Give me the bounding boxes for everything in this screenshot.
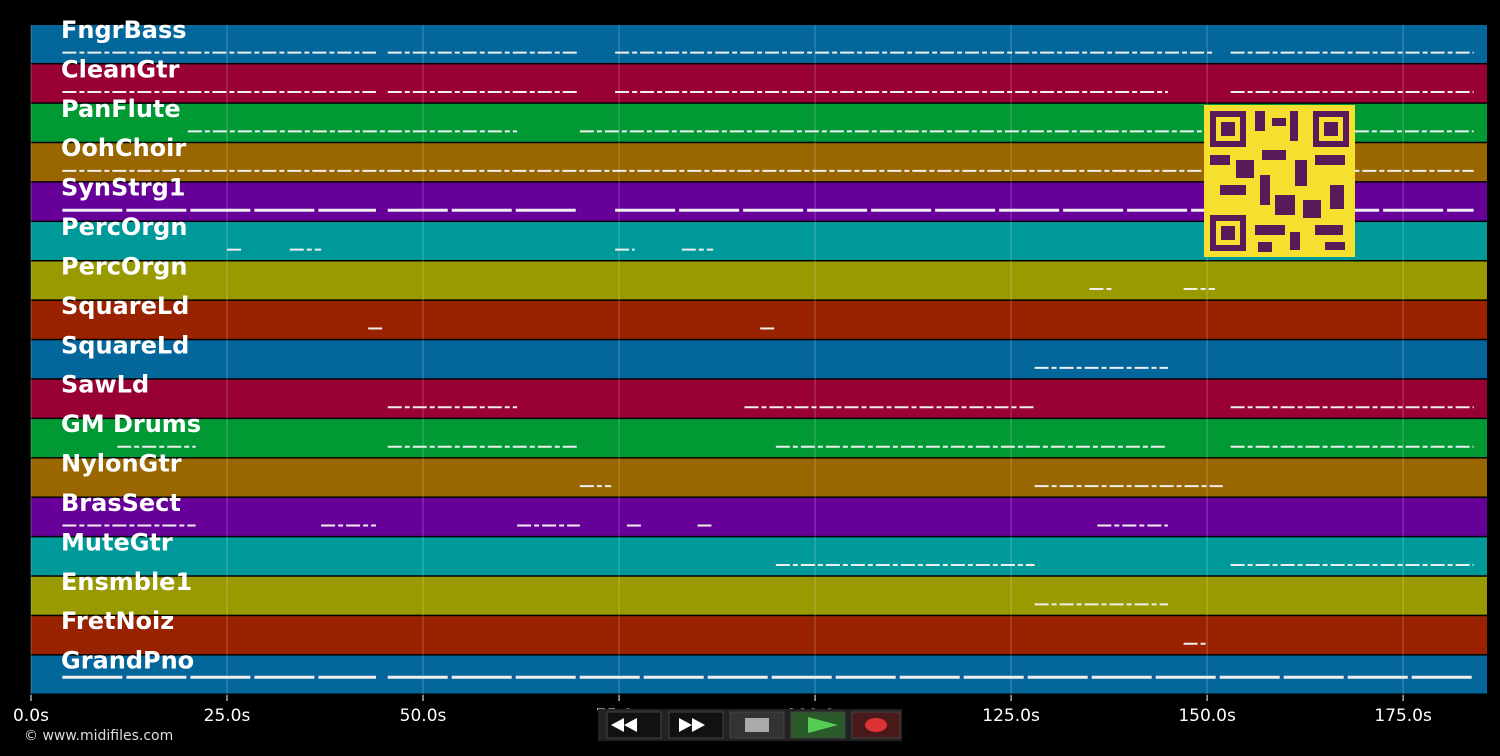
track-name: FretNoiz xyxy=(61,607,174,635)
stop-button[interactable] xyxy=(729,711,785,739)
qr-pattern xyxy=(1210,111,1349,252)
track-row xyxy=(31,616,1487,655)
track-name: NylonGtr xyxy=(61,450,182,478)
track-row xyxy=(31,261,1487,300)
track-name: GM Drums xyxy=(61,410,201,438)
track-name: SawLd xyxy=(61,371,149,399)
track-row xyxy=(31,379,1487,418)
track-name: BrasSect xyxy=(61,489,181,517)
rewind-button[interactable] xyxy=(606,711,662,739)
track-name: FngrBass xyxy=(61,16,187,44)
track-name: PercOrgn xyxy=(61,252,187,280)
x-tick-label: 25.0s xyxy=(204,706,251,726)
track-name: Ensmble1 xyxy=(61,568,192,596)
track-name: CleanGtr xyxy=(61,55,180,83)
track-name: SquareLd xyxy=(61,292,189,320)
track-row xyxy=(31,537,1487,576)
play-button[interactable] xyxy=(790,711,846,739)
track-row xyxy=(31,458,1487,497)
x-tick-label: 50.0s xyxy=(400,706,447,726)
track-row xyxy=(31,655,1487,694)
track-row xyxy=(31,497,1487,536)
forward-button[interactable] xyxy=(668,711,724,739)
x-tick-label: 150.0s xyxy=(1178,706,1236,726)
track-row xyxy=(31,419,1487,458)
x-tick-label: 175.0s xyxy=(1374,706,1432,726)
qr-code xyxy=(1204,105,1355,257)
track-name: SynStrg1 xyxy=(61,174,186,202)
transport-controls xyxy=(598,709,902,741)
credit: © www.midifiles.com xyxy=(24,728,173,744)
track-name: PanFlute xyxy=(61,95,181,123)
x-tick-label: 125.0s xyxy=(982,706,1040,726)
labels: FngrBass CleanGtr PanFlute OohChoir SynStrg1… xyxy=(61,16,201,675)
track-row xyxy=(31,340,1487,379)
track-name: GrandPno xyxy=(61,647,194,675)
record-button[interactable] xyxy=(851,711,901,739)
track-row xyxy=(31,300,1487,339)
track-name: SquareLd xyxy=(61,331,189,359)
track-name: OohChoir xyxy=(61,134,186,162)
x-tick-label: 0.0s xyxy=(13,706,49,726)
track-name: PercOrgn xyxy=(61,213,187,241)
track-row xyxy=(31,64,1487,103)
track-name: MuteGtr xyxy=(61,528,173,556)
track-row xyxy=(31,25,1487,63)
track-row xyxy=(31,576,1487,615)
